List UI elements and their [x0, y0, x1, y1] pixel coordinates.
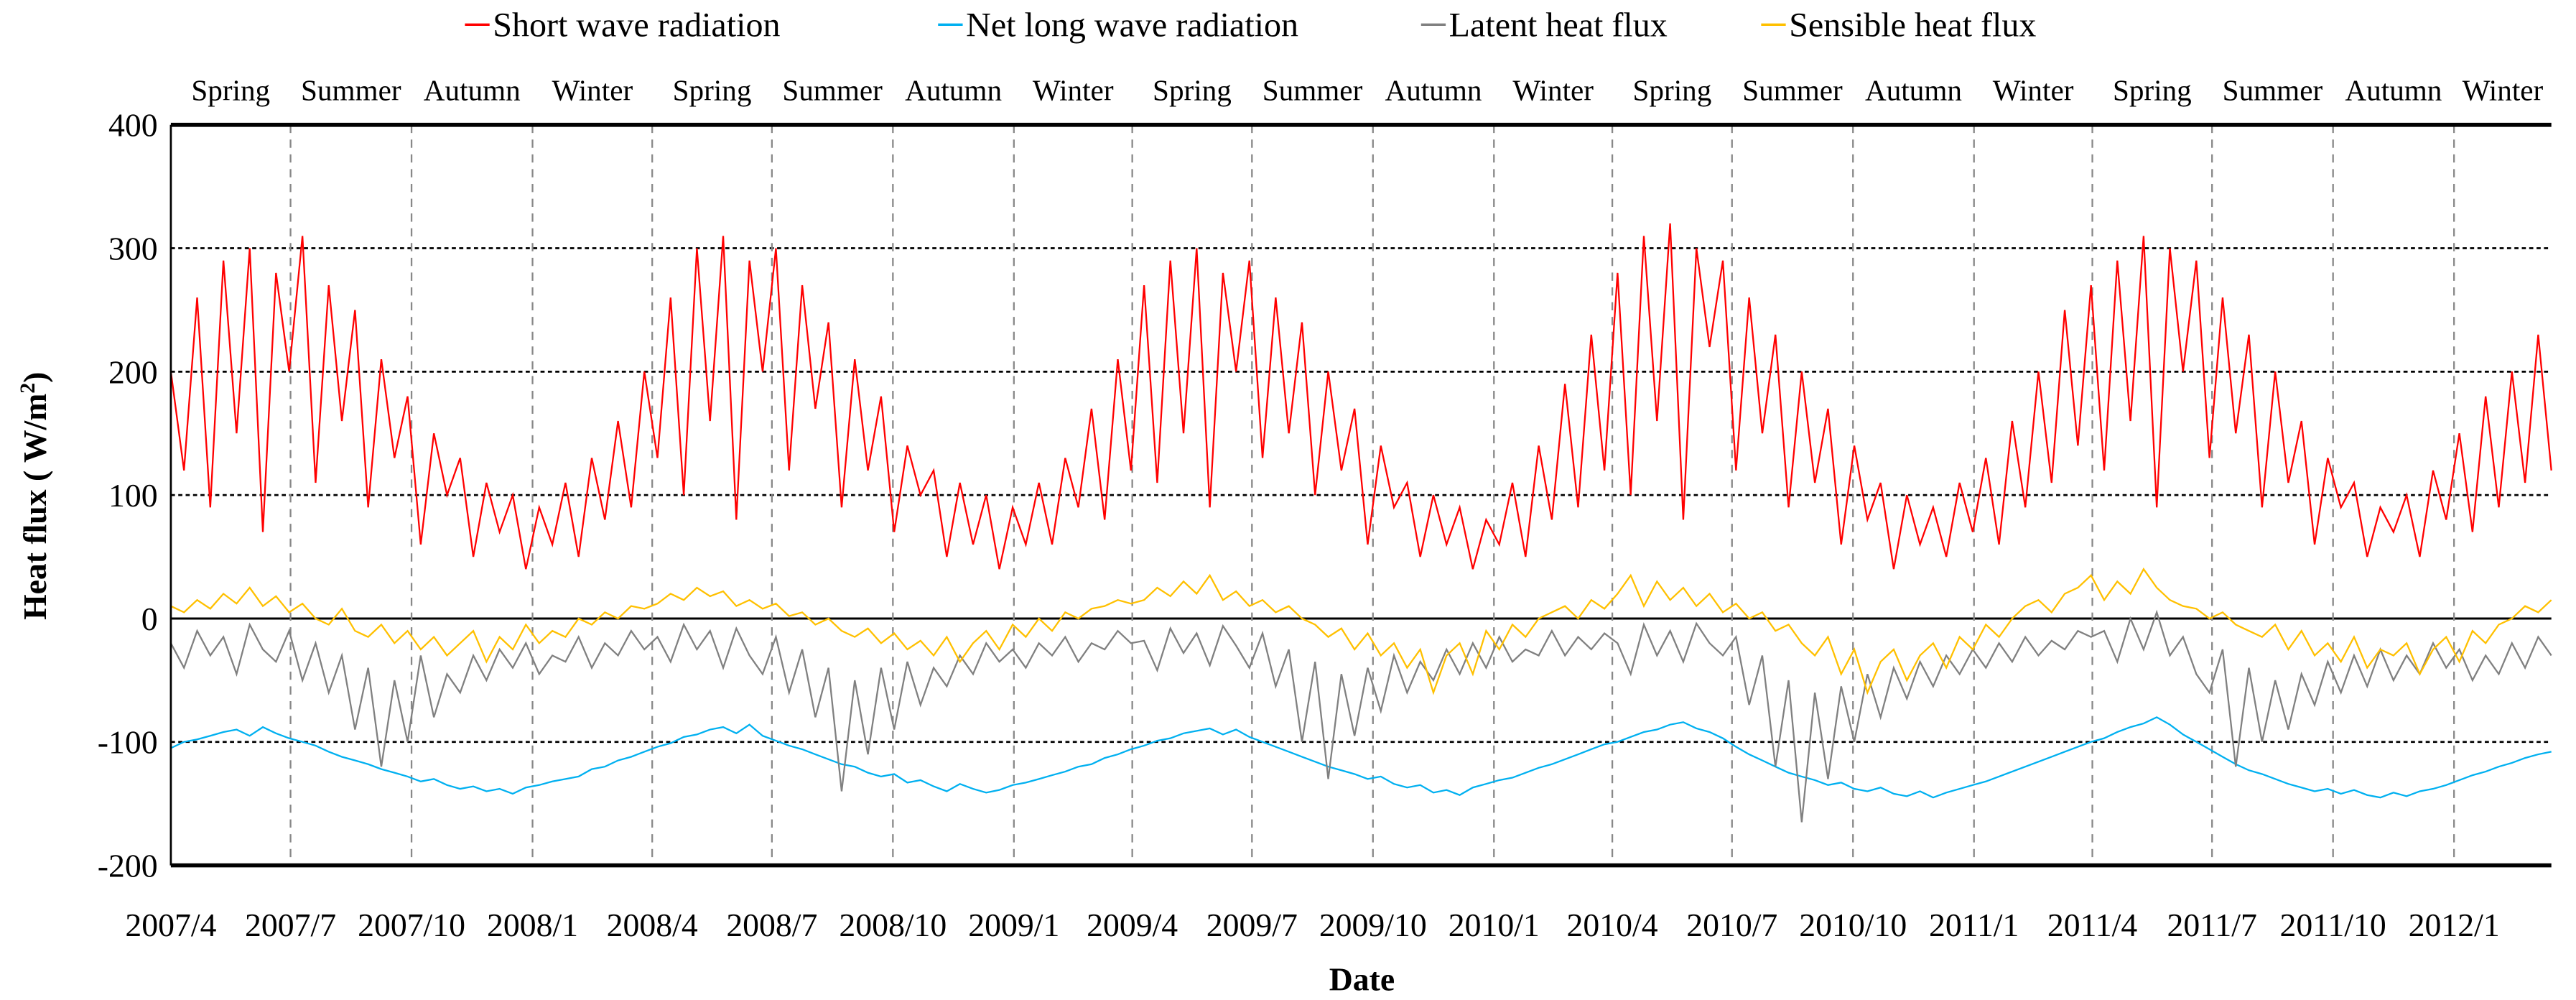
y-tick-label: -100	[98, 724, 158, 761]
season-label: Summer	[301, 73, 401, 106]
series-lines	[169, 223, 2552, 823]
season-label: Summer	[1742, 73, 1843, 106]
season-label: Summer	[1263, 73, 1363, 106]
season-label: Winter	[552, 73, 633, 106]
season-label: Spring	[2113, 73, 2192, 106]
legend-label: Latent heat flux	[1449, 6, 1668, 44]
season-label: Summer	[2223, 73, 2323, 106]
plot-frame	[169, 122, 2552, 868]
x-tick-label: 2011/7	[2167, 907, 2257, 943]
series-line-net-long-wave-radiation	[170, 716, 2552, 799]
legend-label: Net long wave radiation	[966, 6, 1298, 44]
y-tick-label: 0	[141, 601, 158, 637]
series-line-short-wave-radiation	[169, 223, 2552, 570]
y-axis-label-main: Heat flux ( W/m	[17, 394, 53, 620]
season-label: Winter	[2463, 73, 2544, 106]
x-tick-labels: 2007/4 2007/7 2007/10 2008/1 2008/4 2008/7 200…	[125, 907, 2499, 943]
x-tick-label: 2009/4	[1087, 907, 1178, 943]
season-label: Autumn	[2345, 73, 2442, 106]
x-tick-label: 2010/1	[1449, 907, 1540, 943]
season-label: Winter	[1512, 73, 1594, 106]
x-tick-label: 2007/10	[358, 907, 465, 943]
season-label: Winter	[1033, 73, 1114, 106]
x-tick-label: 2011/1	[1929, 907, 2019, 943]
x-tick-label: 2012/1	[2409, 907, 2500, 943]
x-tick-label: 2010/7	[1686, 907, 1777, 943]
y-tick-label: -200	[98, 848, 158, 884]
x-tick-label: 2008/10	[839, 907, 947, 943]
x-tick-label: 2007/7	[245, 907, 336, 943]
x-tick-label: 2010/4	[1567, 907, 1658, 943]
y-tick-label: 400	[108, 107, 158, 144]
x-tick-label: 2008/1	[487, 907, 578, 943]
x-tick-label: 2011/10	[2280, 907, 2386, 943]
y-axis-label-close: )	[17, 372, 53, 383]
legend-label: Sensible heat flux	[1789, 6, 2036, 44]
season-label: Autumn	[905, 73, 1002, 106]
x-axis-label: Date	[1329, 960, 1395, 997]
x-tick-label: 2009/7	[1206, 907, 1298, 943]
gridlines	[170, 124, 2552, 866]
season-label: Spring	[1153, 73, 1232, 106]
season-label: Winter	[1993, 73, 2074, 106]
series-line-latent-heat-flux	[169, 609, 2552, 823]
x-tick-label: 2008/7	[726, 907, 817, 943]
y-tick-label: 100	[108, 477, 158, 514]
x-tick-label: 2007/4	[125, 907, 216, 943]
x-tick-label: 2009/1	[968, 907, 1059, 943]
season-label: Spring	[1633, 73, 1712, 106]
season-label: Summer	[782, 73, 883, 106]
legend-label: Short wave radiation	[493, 6, 780, 44]
x-tick-label: 2009/10	[1319, 907, 1427, 943]
season-label: Autumn	[424, 73, 521, 106]
x-tick-label: 2010/10	[1799, 907, 1907, 943]
season-labels: Spring Summer Autumn Winter Spring Summer Autu…	[191, 73, 2543, 106]
y-axis-label-sup: 2	[17, 383, 39, 394]
legend: Short wave radiation Net long wave radiat…	[465, 6, 2036, 44]
y-axis-label: Heat flux ( W/m2)	[17, 372, 53, 620]
season-label: Autumn	[1385, 73, 1482, 106]
y-tick-label: 300	[108, 231, 158, 267]
y-tick-label: 200	[108, 353, 158, 390]
season-label: Autumn	[1865, 73, 1962, 106]
series-line-sensible-heat-flux	[170, 568, 2552, 695]
season-label: Spring	[191, 73, 270, 106]
x-tick-label: 2011/4	[2047, 907, 2137, 943]
y-tick-labels: 400 300 200 100 0 -100 -200	[98, 107, 158, 884]
x-tick-label: 2008/4	[607, 907, 698, 943]
season-label: Spring	[673, 73, 752, 106]
